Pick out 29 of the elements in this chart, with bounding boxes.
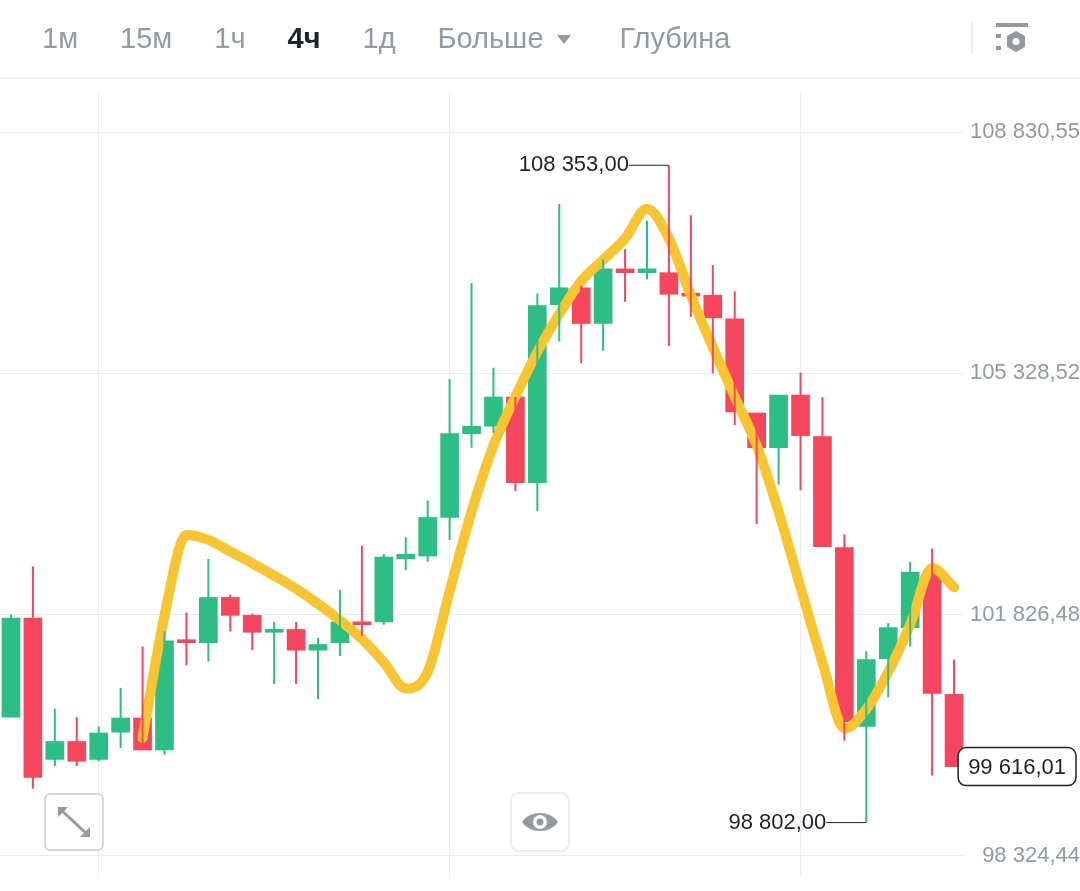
candlestick [67,716,87,768]
y-tick-label: 105 328,52 [969,359,1080,385]
candlestick [220,593,240,633]
y-tick-label: 108 830,55 [969,118,1080,144]
text: Больше [437,22,544,55]
text: 1м [42,22,79,55]
text: 4ч [287,22,321,55]
candlestick [440,378,459,542]
candlestick [418,499,437,563]
text: 99 616,01 [968,753,1066,779]
y-tick-label: 98 324,44 [982,841,1080,867]
text: 1д [362,22,396,55]
candlestick [264,620,284,686]
candlestick [89,725,109,763]
candlestick [352,544,372,638]
candlestick [199,557,218,663]
annotation: 98 802,00 [728,808,827,834]
text: 15м [120,22,173,55]
y-tick-label: 101 826,48 [969,600,1080,626]
candlestick [791,371,810,492]
candlestick [308,637,328,701]
candlestick [242,612,262,652]
candlestick [374,553,394,626]
annotation: 108 353,00 [518,151,629,177]
text: Глубина [619,22,731,55]
text: 1ч [214,22,246,55]
candlestick [177,611,196,667]
candlestick [769,394,788,486]
candlestick [813,395,832,548]
